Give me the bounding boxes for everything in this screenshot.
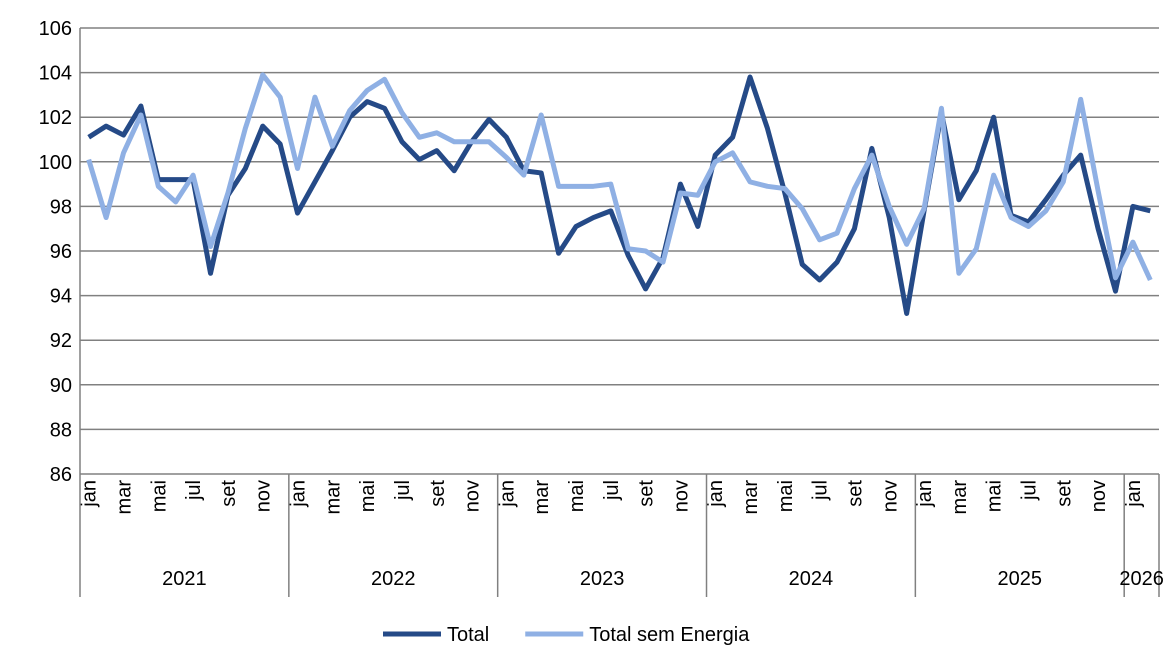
legend-label: Total sem Energia (589, 624, 750, 646)
y-tick-label: 102 (39, 107, 72, 129)
x-tick-label: jan (1123, 480, 1145, 508)
x-tick-label: jan (705, 480, 727, 508)
year-label: 2026 (1119, 568, 1164, 590)
y-tick-label: 92 (50, 330, 72, 352)
x-tick-label: mar (531, 480, 553, 515)
x-tick-label: jan (914, 480, 936, 508)
x-tick-label: set (218, 480, 240, 507)
x-tick-label: set (636, 480, 658, 507)
year-label: 2025 (998, 568, 1043, 590)
x-tick-label: jan (79, 480, 101, 508)
y-tick-label: 86 (50, 464, 72, 486)
x-tick-label: mar (740, 480, 762, 515)
x-tick-label: nov (462, 480, 484, 512)
x-tick-label: set (844, 480, 866, 507)
series-line (86, 72, 1153, 282)
y-tick-label: 94 (50, 286, 72, 308)
x-tick-label: set (1053, 480, 1075, 507)
y-tick-label: 96 (50, 241, 72, 263)
x-tick-label: mai (357, 480, 379, 512)
y-tick-label: 98 (50, 196, 72, 218)
x-tick-label: jan (288, 480, 310, 508)
x-tick-label: nov (253, 480, 275, 512)
x-tick-label: jul (392, 480, 414, 501)
x-tick-label: jul (183, 480, 205, 501)
x-tick-label: nov (670, 480, 692, 512)
y-tick-label: 90 (50, 375, 72, 397)
x-tick-label: mar (114, 480, 136, 515)
x-tick-label: nov (1088, 480, 1110, 512)
legend-label: Total (447, 624, 489, 646)
x-tick-label: jul (601, 480, 623, 501)
y-tick-label: 88 (50, 419, 72, 441)
x-tick-label: jan (496, 480, 518, 508)
x-tick-label: mar (949, 480, 971, 515)
y-tick-label: 104 (39, 63, 72, 85)
x-tick-label: mai (148, 480, 170, 512)
year-label: 2023 (580, 568, 625, 590)
x-tick-label: jul (1018, 480, 1040, 501)
y-tick-label: 106 (39, 18, 72, 40)
x-tick-label: mai (566, 480, 588, 512)
year-label: 2024 (789, 568, 834, 590)
x-tick-label: set (427, 480, 449, 507)
y-tick-label: 100 (39, 152, 72, 174)
year-label: 2021 (162, 568, 207, 590)
x-tick-label: mai (984, 480, 1006, 512)
x-tick-label: mai (775, 480, 797, 512)
x-tick-label: mar (322, 480, 344, 515)
x-tick-label: nov (879, 480, 901, 512)
year-label: 2022 (371, 568, 416, 590)
series-line (87, 74, 1151, 316)
x-tick-label: jul (810, 480, 832, 501)
